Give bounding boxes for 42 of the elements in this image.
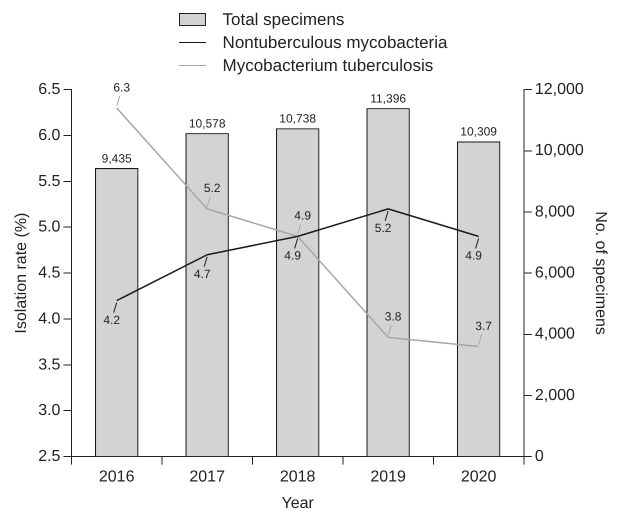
data-label: 4.9: [294, 208, 312, 223]
data-label: 4.2: [103, 312, 120, 327]
y2-tick-label: 10,000: [534, 142, 584, 160]
data-label: 11,396: [370, 91, 406, 106]
y-tick-label: 4.0: [38, 310, 61, 328]
y-tick-label: 4.5: [38, 264, 61, 282]
data-label: 5.2: [204, 181, 221, 196]
y2-axis-title: No. of specimens: [592, 211, 609, 335]
y-tick-label: 5.0: [38, 218, 61, 236]
legend-label: Nontuberculous mycobacteria: [222, 32, 448, 52]
y2-tick-label: 12,000: [534, 81, 584, 98]
data-label: 3.8: [384, 310, 402, 324]
x-tick-label: 2019: [370, 468, 406, 486]
legend-label: Total specimens: [222, 10, 344, 30]
x-tick-label: 2018: [280, 468, 316, 486]
data-label: 4.9: [284, 248, 302, 263]
data-label: 5.2: [374, 221, 392, 236]
data-label: 10,738: [279, 112, 316, 126]
data-label: 10,578: [188, 116, 226, 130]
x-tick-label: 2016: [98, 468, 135, 486]
y-tick-label: 3.5: [38, 356, 61, 374]
x-tick-label: 2017: [189, 468, 226, 486]
data-label: 6.3: [113, 80, 130, 94]
y2-tick-label: 0: [534, 448, 544, 466]
y2-tick-label: 2,000: [534, 386, 576, 404]
y2-tick-label: 8,000: [534, 203, 576, 220]
x-tick-label: 2020: [460, 468, 497, 486]
data-label: 3.7: [475, 318, 492, 333]
y2-tick-label: 6,000: [534, 264, 576, 282]
y-tick-label: 6.0: [38, 126, 61, 144]
data-label: 10,309: [460, 124, 498, 139]
legend-label: Mycobacterium tuberculosis: [222, 56, 434, 76]
data-label: 9,435: [102, 151, 132, 166]
y-tick-label: 3.0: [38, 402, 61, 420]
x-axis-title: Year: [281, 494, 314, 512]
data-label: 4.7: [194, 267, 211, 282]
y-tick-label: 6.5: [38, 81, 61, 98]
y-tick-label: 5.5: [38, 172, 61, 190]
data-label: 4.9: [465, 248, 482, 263]
y2-tick-label: 4,000: [534, 326, 576, 343]
y-tick-label: 2.5: [38, 448, 61, 466]
y-axis-title: Isolation rate (%): [13, 212, 30, 334]
